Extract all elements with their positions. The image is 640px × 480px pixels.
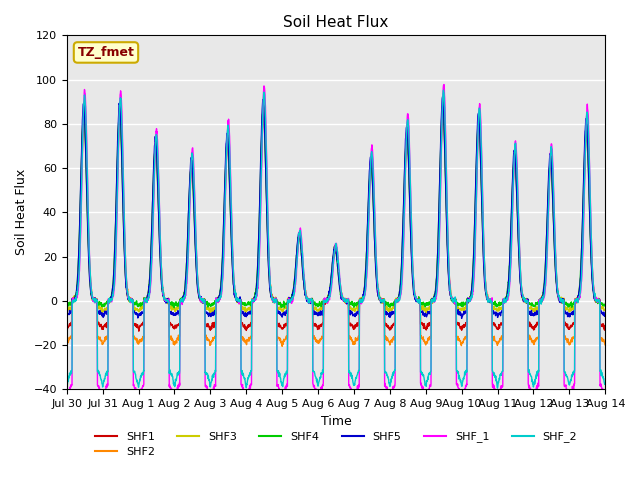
SHF_2: [351, 378, 359, 384]
SHF3: [569, 307, 577, 312]
SHF1: [493, 325, 500, 331]
SHF2: [569, 336, 577, 341]
Legend: SHF1, SHF2, SHF3, SHF4, SHF5, SHF_1, SHF_2: SHF1, SHF2, SHF3, SHF4, SHF5, SHF_1, SHF…: [90, 427, 582, 462]
Line: SHF_1: SHF_1: [67, 84, 605, 405]
SHF_2: [601, 381, 609, 387]
SHF_1: [554, 286, 561, 291]
SHF1: [351, 323, 359, 328]
SHF_2: [554, 288, 562, 294]
SHF3: [422, 310, 430, 316]
SHF4: [351, 301, 359, 307]
SHF3: [493, 307, 500, 313]
Line: SHF1: SHF1: [67, 102, 605, 331]
SHF_2: [492, 376, 500, 382]
SHF_2: [440, 87, 447, 93]
SHF_1: [363, 269, 371, 275]
SHF_1: [213, 298, 221, 303]
SHF_2: [569, 370, 577, 375]
SHF_1: [440, 82, 448, 87]
SHF3: [363, 246, 371, 252]
SHF4: [493, 301, 500, 307]
SHF_2: [363, 265, 371, 271]
SHF_1: [492, 392, 500, 398]
SHF2: [364, 245, 371, 251]
SHF5: [351, 314, 359, 320]
SHF4: [213, 298, 221, 304]
SHF4: [601, 302, 609, 308]
SHF3: [439, 104, 447, 109]
SHF2: [278, 343, 286, 349]
SHF4: [569, 301, 577, 307]
Line: SHF5: SHF5: [67, 96, 605, 318]
Text: TZ_fmet: TZ_fmet: [77, 46, 134, 59]
Y-axis label: Soil Heat Flux: Soil Heat Flux: [15, 169, 28, 255]
SHF2: [554, 289, 562, 295]
SHF_1: [351, 393, 359, 399]
SHF1: [601, 326, 609, 332]
SHF5: [569, 312, 577, 318]
X-axis label: Time: Time: [321, 415, 351, 428]
SHF1: [63, 324, 70, 330]
Line: SHF3: SHF3: [67, 107, 605, 313]
SHF4: [63, 302, 70, 308]
Title: Soil Heat Flux: Soil Heat Flux: [284, 15, 388, 30]
SHF5: [458, 315, 465, 321]
SHF3: [554, 292, 562, 298]
SHF1: [569, 321, 577, 326]
SHF_1: [569, 385, 577, 391]
SHF4: [170, 305, 178, 311]
Line: SHF4: SHF4: [67, 109, 605, 308]
SHF_2: [493, 385, 501, 391]
SHF1: [135, 328, 143, 334]
SHF_2: [213, 297, 221, 302]
SHF_1: [601, 398, 609, 404]
SHF3: [213, 298, 221, 303]
Line: SHF_2: SHF_2: [67, 90, 605, 388]
SHF1: [554, 291, 562, 297]
SHF4: [554, 292, 562, 298]
SHF3: [601, 307, 609, 313]
SHF_1: [63, 398, 70, 404]
SHF_2: [63, 382, 70, 388]
SHF5: [213, 299, 221, 305]
SHF3: [63, 308, 70, 313]
SHF3: [351, 306, 359, 312]
SHF5: [493, 310, 500, 315]
SHF1: [213, 298, 221, 304]
SHF4: [439, 106, 447, 112]
SHF5: [554, 291, 562, 297]
SHF2: [493, 339, 500, 345]
SHF2: [601, 342, 609, 348]
SHF4: [364, 232, 371, 238]
SHF5: [439, 94, 447, 99]
SHF2: [351, 335, 359, 341]
SHF2: [63, 340, 70, 346]
SHF5: [601, 312, 609, 318]
SHF2: [440, 111, 447, 117]
SHF2: [213, 298, 221, 303]
SHF1: [440, 99, 447, 105]
SHF1: [364, 245, 371, 251]
Line: SHF2: SHF2: [67, 114, 605, 346]
SHF_1: [566, 402, 573, 408]
SHF5: [363, 239, 371, 244]
SHF5: [63, 312, 70, 317]
